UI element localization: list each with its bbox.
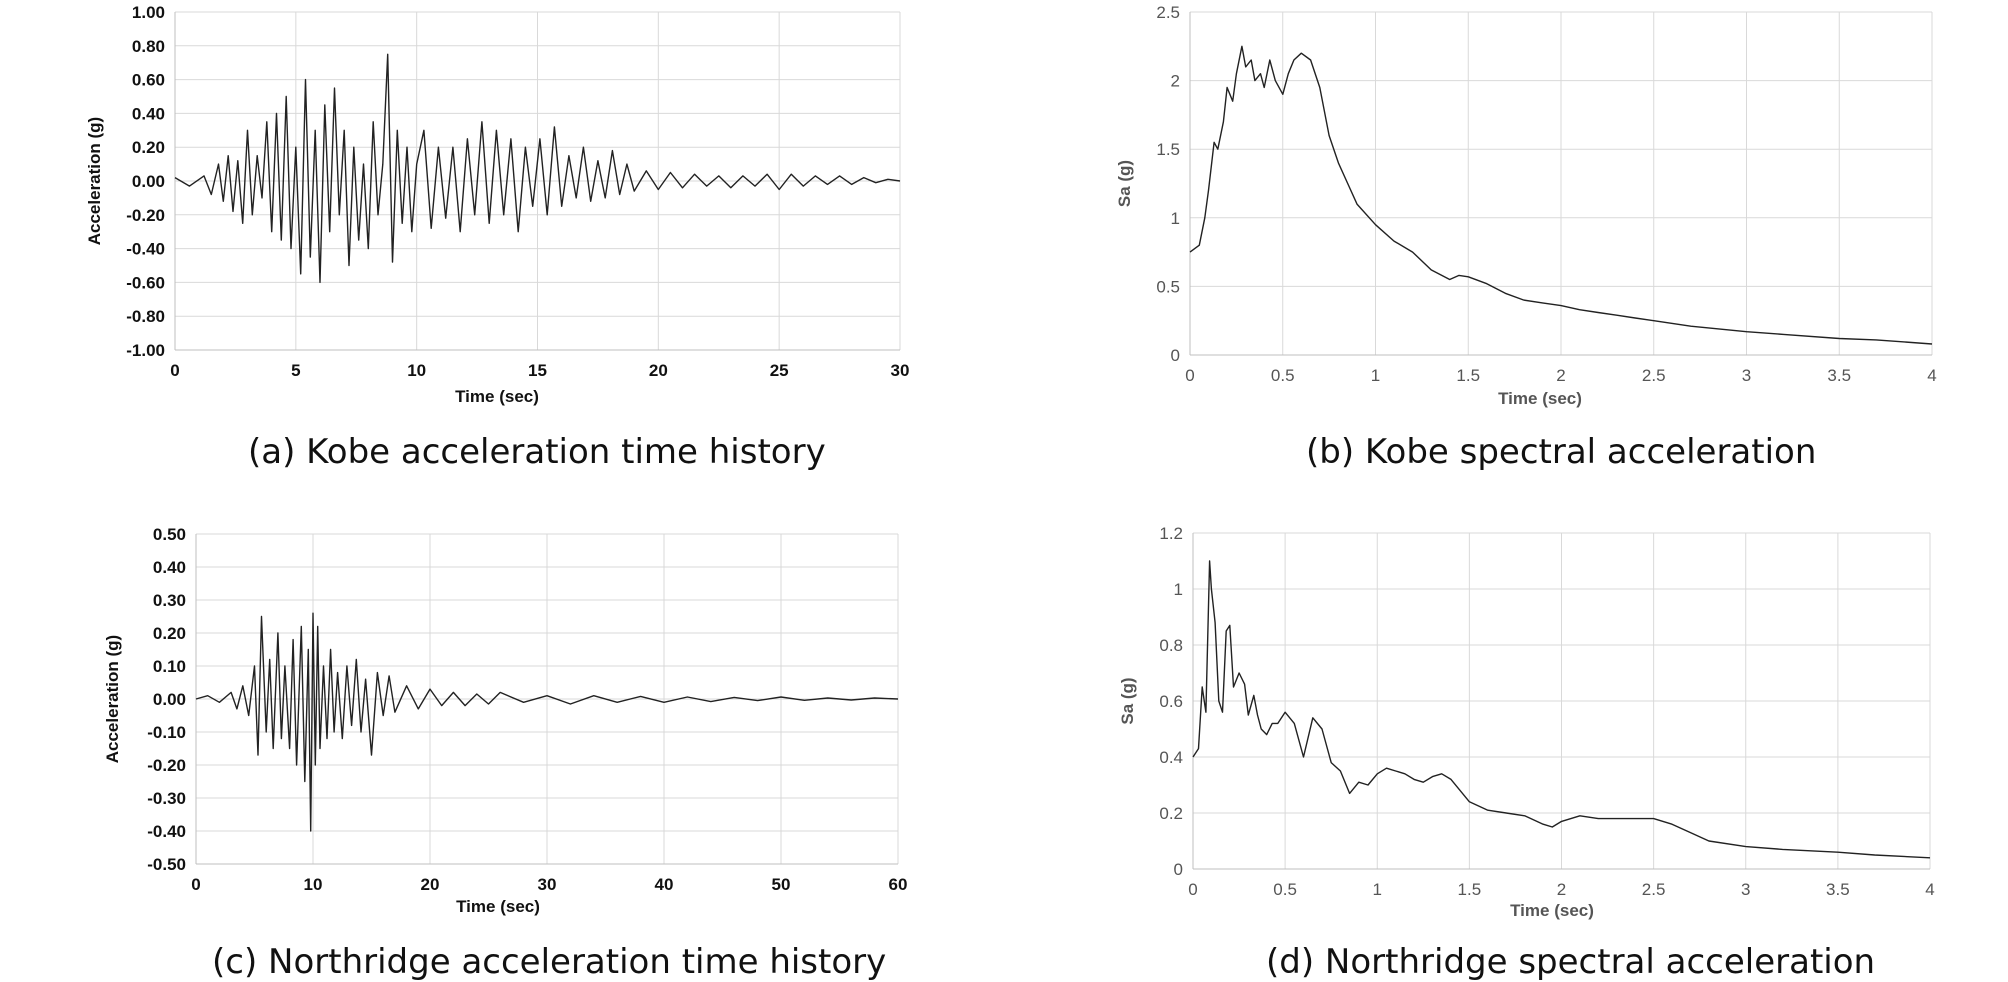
y-tick-label: 0.5 (1156, 277, 1180, 296)
y-tick-label: -1.00 (126, 341, 165, 360)
x-tick-label: 3.5 (1826, 880, 1850, 899)
x-tick-label: 0 (1185, 366, 1194, 385)
caption-northridge-spectral: (d) Northridge spectral acceleration (1266, 942, 1876, 982)
y-tick-label: 0.8 (1159, 636, 1183, 655)
y-tick-label: 0 (1174, 860, 1183, 879)
y-tick-label: -0.30 (147, 789, 186, 808)
y-tick-label: -0.60 (126, 273, 165, 292)
series-line (1192, 560, 1931, 859)
y-tick-label: 0.4 (1159, 748, 1183, 767)
chart-northridge-spectral: 0 0.2 0.4 0.6 0.8 1 1.2 0 0.5 1 1.5 2 2.5 3 3.5 4 Time (… (1118, 524, 1935, 920)
caption-kobe-acceleration: (a) Kobe acceleration time history (248, 432, 826, 472)
x-tick-label: 20 (421, 875, 440, 894)
y-axis-label: Sa (g) (1115, 160, 1134, 207)
x-tick-label: 10 (407, 361, 426, 380)
y-tick-label: 0.60 (132, 71, 165, 90)
x-tick-label: 0.5 (1271, 366, 1295, 385)
y-tick-label: 2.5 (1156, 3, 1180, 22)
y-tick-label: -0.50 (147, 855, 186, 874)
x-tick-label: 1.5 (1458, 880, 1482, 899)
y-tick-label: 0.20 (132, 138, 165, 157)
y-tick-label: 0.00 (153, 690, 186, 709)
x-tick-label: 2 (1556, 366, 1565, 385)
y-tick-label: 0.2 (1159, 804, 1183, 823)
x-tick-label: 0 (170, 361, 179, 380)
x-tick-label: 3 (1742, 366, 1751, 385)
y-tick-label: -0.40 (147, 822, 186, 841)
x-tick-label: 3.5 (1827, 366, 1851, 385)
series-line (174, 53, 901, 284)
y-tick-label: 0.00 (132, 172, 165, 191)
x-tick-label: 2.5 (1642, 366, 1666, 385)
y-tick-label: 0 (1171, 346, 1180, 365)
x-tick-label: 40 (655, 875, 674, 894)
y-tick-label: -0.40 (126, 240, 165, 259)
x-tick-label: 20 (649, 361, 668, 380)
y-tick-label: 1 (1174, 580, 1183, 599)
x-tick-label: 0.5 (1273, 880, 1297, 899)
y-tick-label: 0.20 (153, 624, 186, 643)
y-tick-label: 0.10 (153, 657, 186, 676)
x-tick-label: 60 (889, 875, 908, 894)
x-tick-label: 30 (891, 361, 910, 380)
x-tick-label: 1 (1373, 880, 1382, 899)
x-tick-label: 2.5 (1642, 880, 1666, 899)
x-tick-label: 3 (1741, 880, 1750, 899)
caption-northridge-acceleration: (c) Northridge acceleration time history (212, 942, 887, 982)
series-line (195, 612, 899, 832)
y-tick-label: 0.40 (132, 104, 165, 123)
y-tick-label: 2 (1171, 72, 1180, 91)
x-axis-label: Time (sec) (455, 387, 539, 406)
x-tick-label: 4 (1925, 880, 1934, 899)
y-tick-label: -0.10 (147, 723, 186, 742)
y-tick-label: -0.80 (126, 307, 165, 326)
y-tick-label: 0.6 (1159, 692, 1183, 711)
x-tick-label: 25 (770, 361, 789, 380)
y-tick-label: -0.20 (147, 756, 186, 775)
y-tick-label: 0.30 (153, 591, 186, 610)
x-tick-label: 0 (1188, 880, 1197, 899)
chart-kobe-spectral: 0 0.5 1 1.5 2 2.5 0 0.5 1 1.5 2 2.5 3 3.5 4 Time (sec) S… (1115, 3, 1937, 408)
series-line (1189, 45, 1933, 345)
x-tick-label: 1 (1371, 366, 1380, 385)
y-tick-label: 1.5 (1156, 140, 1180, 159)
y-tick-label: 1.2 (1159, 524, 1183, 543)
x-tick-label: 15 (528, 361, 547, 380)
y-tick-label: 0.80 (132, 37, 165, 56)
x-tick-label: 1.5 (1456, 366, 1480, 385)
y-tick-label: 1 (1171, 209, 1180, 228)
y-tick-label: 0.50 (153, 525, 186, 544)
x-axis-label: Time (sec) (456, 897, 540, 916)
x-tick-label: 4 (1927, 366, 1936, 385)
x-axis-label: Time (sec) (1510, 901, 1594, 920)
y-tick-label: 0.40 (153, 558, 186, 577)
caption-kobe-spectral: (b) Kobe spectral acceleration (1306, 432, 1817, 472)
x-tick-label: 2 (1557, 880, 1566, 899)
x-axis-label: Time (sec) (1498, 389, 1582, 408)
y-tick-label: -0.20 (126, 206, 165, 225)
y-tick-label: 1.00 (132, 3, 165, 22)
chart-northridge-acceleration: -0.50 -0.40 -0.30 -0.20 -0.10 0.00 0.10 0.20 0.3… (103, 525, 907, 916)
x-tick-label: 50 (772, 875, 791, 894)
y-axis-label: Acceleration (g) (85, 117, 104, 245)
x-tick-label: 30 (538, 875, 557, 894)
y-axis-label: Acceleration (g) (103, 635, 122, 763)
y-axis-label: Sa (g) (1118, 677, 1137, 724)
x-tick-label: 10 (304, 875, 323, 894)
x-tick-label: 5 (291, 361, 300, 380)
chart-kobe-acceleration: -1.00 -0.80 -0.60 -0.40 -0.20 0.00 0.20 0.40 0.6… (85, 3, 909, 406)
x-tick-label: 0 (191, 875, 200, 894)
